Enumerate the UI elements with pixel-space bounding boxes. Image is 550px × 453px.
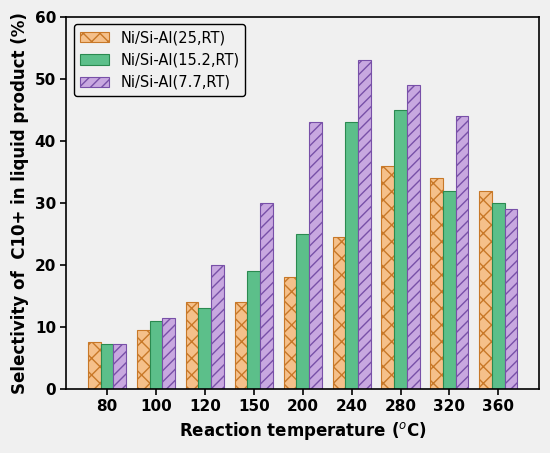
Legend: Ni/Si-Al(25,RT), Ni/Si-Al(15.2,RT), Ni/Si-Al(7.7,RT): Ni/Si-Al(25,RT), Ni/Si-Al(15.2,RT), Ni/S…	[74, 24, 245, 96]
Bar	[394, 110, 407, 389]
Bar	[505, 209, 518, 389]
Bar	[186, 302, 199, 389]
Bar	[137, 330, 150, 389]
Bar	[88, 342, 101, 389]
Bar	[260, 203, 273, 389]
Bar	[211, 265, 224, 389]
Bar	[235, 302, 248, 389]
Bar	[345, 122, 358, 389]
Bar	[284, 277, 296, 389]
Bar	[296, 234, 309, 389]
Bar	[113, 344, 126, 389]
Bar	[248, 271, 260, 389]
Bar	[492, 203, 505, 389]
Bar	[150, 321, 162, 389]
Bar	[333, 237, 345, 389]
X-axis label: Reaction temperature ($^{o}$C): Reaction temperature ($^{o}$C)	[179, 420, 427, 442]
Bar	[309, 122, 322, 389]
Bar	[430, 178, 443, 389]
Bar	[407, 85, 420, 389]
Bar	[199, 308, 211, 389]
Bar	[443, 191, 456, 389]
Bar	[101, 344, 113, 389]
Bar	[382, 166, 394, 389]
Bar	[358, 61, 371, 389]
Bar	[456, 116, 469, 389]
Y-axis label: Selectivity of  C10+ in liquid product (%): Selectivity of C10+ in liquid product (%…	[11, 12, 29, 394]
Bar	[479, 191, 492, 389]
Bar	[162, 318, 175, 389]
